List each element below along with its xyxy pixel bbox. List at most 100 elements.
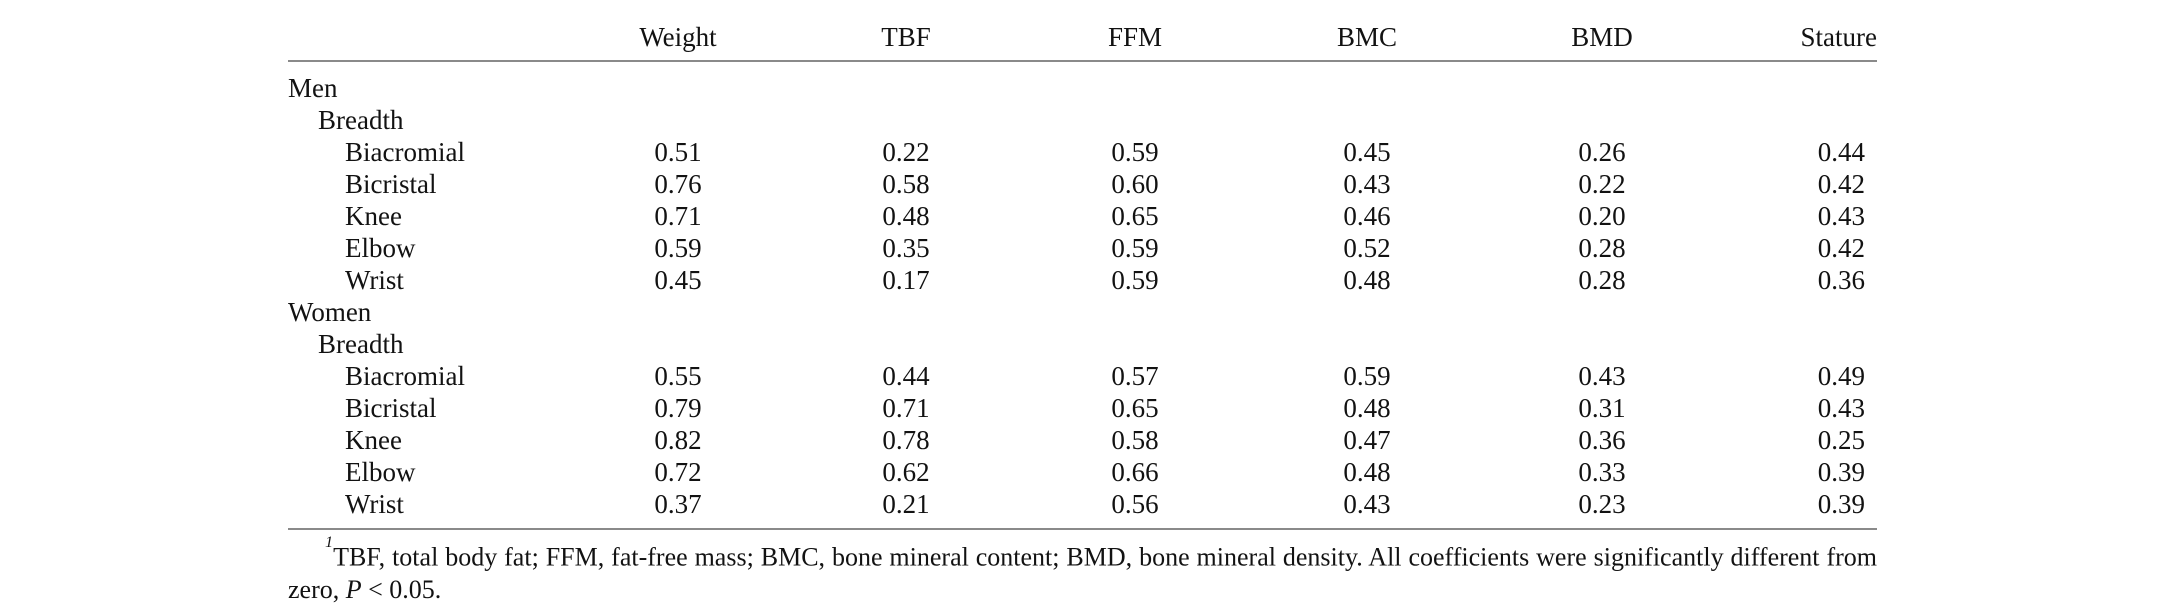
cell-value: 0.33 — [1578, 457, 1626, 487]
cell-value: 0.46 — [1343, 201, 1391, 231]
cell-value — [1484, 61, 1720, 104]
table-row-men: Men — [288, 61, 1877, 104]
cell-value — [564, 328, 792, 360]
row-label: Wrist — [345, 489, 404, 519]
cell-value: 0.36 — [1578, 425, 1626, 455]
cell-value: 0.79 — [654, 393, 702, 423]
table-row-wrist: Wrist 0.37 0.21 0.56 0.43 0.23 0.39 — [288, 488, 1877, 529]
row-label: Breadth — [318, 105, 404, 135]
cell-value — [1484, 104, 1720, 136]
cell-value: 0.71 — [882, 393, 930, 423]
cell-value: 0.17 — [882, 265, 930, 295]
cell-value: 0.48 — [1343, 457, 1391, 487]
cell-value — [792, 61, 1020, 104]
cell-value — [1250, 328, 1484, 360]
cell-value: 0.21 — [882, 489, 930, 519]
cell-value: 0.59 — [1111, 233, 1159, 263]
table-footnote: 1TBF, total body fat; FFM, fat-free mass… — [288, 534, 1877, 606]
cell-value: 0.52 — [1343, 233, 1391, 263]
column-header-tbf: TBF — [792, 22, 1020, 62]
cell-value: 0.22 — [882, 137, 930, 167]
column-header-weight: Weight — [564, 22, 792, 62]
cell-value: 0.65 — [1111, 393, 1159, 423]
cell-value: 0.47 — [1343, 425, 1391, 455]
row-label: Bicristal — [345, 169, 437, 199]
cell-value: 0.43 — [1343, 169, 1391, 199]
row-label: Bicristal — [345, 393, 437, 423]
cell-value: 0.22 — [1578, 169, 1626, 199]
row-label: Elbow — [345, 457, 416, 487]
cell-value: 0.65 — [1111, 201, 1159, 231]
cell-value — [1020, 61, 1250, 104]
cell-value: 0.60 — [1111, 169, 1159, 199]
column-header-bmd: BMD — [1484, 22, 1720, 62]
cell-value — [564, 296, 792, 328]
cell-value: 0.31 — [1578, 393, 1626, 423]
table-row-knee: Knee 0.82 0.78 0.58 0.47 0.36 0.25 — [288, 424, 1877, 456]
row-label: Wrist — [345, 265, 404, 295]
column-header-bmc: BMC — [1250, 22, 1484, 62]
cell-value: 0.71 — [654, 201, 702, 231]
cell-value: 0.45 — [654, 265, 702, 295]
cell-value: 0.35 — [882, 233, 930, 263]
cell-value: 0.82 — [654, 425, 702, 455]
cell-value: 0.28 — [1578, 233, 1626, 263]
cell-value — [792, 328, 1020, 360]
cell-value: 0.55 — [654, 361, 702, 391]
column-header-stature: Stature — [1720, 22, 1877, 62]
table-row-breadth: Breadth — [288, 104, 1877, 136]
cell-value: 0.20 — [1578, 201, 1626, 231]
cell-value — [1484, 328, 1720, 360]
cell-value — [792, 104, 1020, 136]
correlation-table: Weight TBF FFM BMC BMD Stature Men Breadth Biac… — [288, 22, 1877, 530]
cell-value — [1720, 328, 1877, 360]
cell-value — [1484, 296, 1720, 328]
cell-value: 0.43 — [1343, 489, 1391, 519]
cell-value: 0.48 — [882, 201, 930, 231]
cell-value: 0.43 — [1817, 393, 1865, 423]
row-label: Biacromial — [345, 137, 465, 167]
table-row-elbow: Elbow 0.59 0.35 0.59 0.52 0.28 0.42 — [288, 232, 1877, 264]
cell-value: 0.72 — [654, 457, 702, 487]
cell-value: 0.59 — [654, 233, 702, 263]
cell-value: 0.49 — [1817, 361, 1865, 391]
cell-value: 0.56 — [1111, 489, 1159, 519]
cell-value: 0.48 — [1343, 393, 1391, 423]
row-label: Breadth — [318, 329, 404, 359]
table-row-elbow: Elbow 0.72 0.62 0.66 0.48 0.33 0.39 — [288, 456, 1877, 488]
cell-value: 0.59 — [1111, 137, 1159, 167]
cell-value — [792, 296, 1020, 328]
table-row-wrist: Wrist 0.45 0.17 0.59 0.48 0.28 0.36 — [288, 264, 1877, 296]
cell-value — [1250, 296, 1484, 328]
column-header-ffm: FFM — [1020, 22, 1250, 62]
footnote-text: TBF, total body fat; FFM, fat-free mass;… — [333, 542, 1877, 572]
cell-value: 0.51 — [654, 137, 702, 167]
cell-value — [564, 61, 792, 104]
footnote-p-symbol: P — [345, 574, 362, 604]
cell-value: 0.28 — [1578, 265, 1626, 295]
table-row-bicristal: Bicristal 0.76 0.58 0.60 0.43 0.22 0.42 — [288, 168, 1877, 200]
cell-value — [1720, 104, 1877, 136]
table-row-biacromial: Biacromial 0.55 0.44 0.57 0.59 0.43 0.49 — [288, 360, 1877, 392]
cell-value: 0.57 — [1111, 361, 1159, 391]
cell-value: 0.44 — [882, 361, 930, 391]
footnote-line-2: zero, P < 0.05. — [288, 574, 1877, 606]
cell-value: 0.58 — [882, 169, 930, 199]
row-label-column-header — [288, 22, 564, 62]
cell-value: 0.45 — [1343, 137, 1391, 167]
cell-value — [564, 104, 792, 136]
cell-value: 0.42 — [1817, 233, 1865, 263]
table-row-breadth: Breadth — [288, 328, 1877, 360]
cell-value: 0.43 — [1578, 361, 1626, 391]
cell-value: 0.48 — [1343, 265, 1391, 295]
cell-value: 0.37 — [654, 489, 702, 519]
cell-value — [1250, 104, 1484, 136]
cell-value: 0.76 — [654, 169, 702, 199]
row-label: Knee — [345, 425, 402, 455]
cell-value — [1720, 61, 1877, 104]
correlation-table-block: Weight TBF FFM BMC BMD Stature Men Breadth Biac… — [288, 22, 1877, 606]
cell-value: 0.58 — [1111, 425, 1159, 455]
row-label: Knee — [345, 201, 402, 231]
cell-value: 0.44 — [1817, 137, 1865, 167]
